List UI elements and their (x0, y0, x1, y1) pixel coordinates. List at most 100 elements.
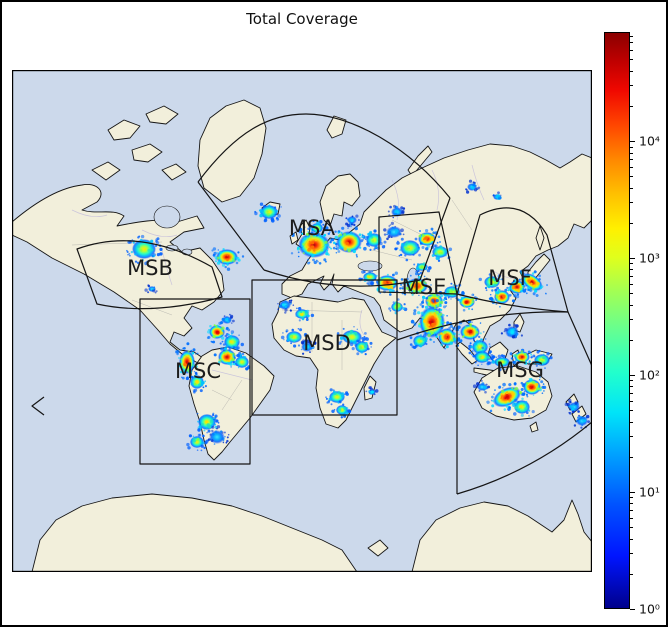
heat-blob (471, 346, 494, 367)
region-label-msg: MSG (496, 358, 544, 382)
colorbar: 10⁰ 10¹ 10² 10³ 10⁴ (604, 32, 664, 617)
colorbar-tick (630, 167, 633, 169)
colorbar-gradient (604, 32, 630, 609)
heat-blob (295, 307, 315, 322)
land-antarctica (31, 493, 592, 572)
land-scandinavia (319, 173, 361, 227)
heat-blob (409, 332, 432, 349)
colorbar-tick-label: 10⁰ (639, 601, 660, 617)
heat-blob (144, 284, 158, 294)
colorbar-tick (630, 59, 633, 61)
region-boundary-msd (251, 279, 398, 416)
colorbar-tick (630, 202, 633, 204)
colorbar-tick (630, 456, 633, 458)
colorbar-tick (630, 42, 633, 44)
heat-blob (221, 313, 235, 324)
colorbar-tick (630, 573, 633, 575)
heat-blob (573, 414, 590, 429)
heat-blob (206, 320, 231, 344)
colorbar-tick (630, 276, 633, 278)
colorbar-tick-label: 10³ (639, 250, 660, 266)
colorbar-tick (630, 222, 633, 224)
colorbar-tick-label: 10¹ (639, 484, 660, 500)
colorbar-tick (630, 436, 633, 438)
heat-blob (564, 398, 580, 415)
land-greenland (197, 99, 267, 203)
figure-title: Total Coverage (246, 10, 358, 28)
heat-blob (488, 286, 515, 308)
heat-blob (211, 247, 245, 271)
hudson-bay (153, 205, 181, 229)
colorbar-tick-label: 10² (639, 367, 660, 383)
colorbar-tick (630, 538, 633, 540)
heat-blob (307, 219, 326, 237)
heat-blob (465, 179, 481, 194)
heat-blob (280, 328, 308, 348)
region-boundary-msa (197, 113, 451, 287)
region-label-msf: MSF (488, 266, 532, 290)
colorbar-tick (630, 503, 633, 505)
heat-blob (521, 376, 547, 398)
heat-blob (500, 323, 523, 339)
colorbar-tick (630, 85, 633, 87)
colorbar-tick (630, 187, 633, 189)
colorbar-tick (630, 269, 633, 271)
heat-blob (185, 370, 207, 394)
region-label-msd: MSD (303, 331, 351, 355)
heat-blob (530, 349, 553, 369)
colorbar-tick (630, 319, 633, 321)
colorbar-tick (630, 517, 633, 519)
heat-blob (486, 381, 529, 413)
colorbar-tick (630, 304, 633, 306)
region-boundary-wrap (31, 396, 45, 416)
world-map: MSA MSB MSC MSD MSE MSF MSG (12, 70, 592, 572)
colorbar-tick (630, 258, 635, 260)
colorbar-tick (630, 263, 633, 265)
region-labels: MSA MSB MSC MSD MSE MSF MSG (127, 216, 544, 383)
heat-layer (126, 179, 590, 452)
heat-blob (410, 297, 453, 343)
heat-blob (492, 191, 502, 200)
colorbar-tick (630, 159, 633, 161)
heat-blob (345, 214, 360, 228)
land-africa (271, 295, 397, 429)
heat-blob (175, 342, 199, 380)
heat-blob (416, 227, 441, 251)
heat-blob (430, 243, 453, 262)
region-boundary-mse (378, 211, 458, 295)
heat-blob (360, 229, 387, 251)
land-svalbard (326, 115, 347, 139)
colorbar-tick (630, 497, 633, 499)
colorbar-tick (630, 410, 633, 412)
heat-blob (490, 354, 515, 372)
heat-blob (478, 273, 504, 292)
heat-blob (519, 270, 549, 297)
heat-blob (432, 323, 461, 350)
heat-blob (508, 398, 535, 417)
colorbar-tick (630, 50, 633, 52)
colorbar-tick (630, 293, 633, 295)
region-label-msb: MSB (127, 256, 173, 280)
heat-blob (290, 226, 340, 265)
colorbar-tick (630, 152, 633, 154)
colorbar-tick (630, 284, 633, 286)
colorbar-tick (630, 393, 633, 395)
heat-blob (186, 433, 209, 452)
heat-blob (383, 221, 405, 241)
colorbar-tick-label: 10⁴ (639, 133, 660, 149)
map-frame (12, 70, 592, 572)
colorbar-tick (630, 141, 635, 143)
region-boundary-msc (139, 298, 251, 465)
colorbar-tick (630, 609, 635, 610)
colorbar-tick (630, 401, 633, 403)
heat-blob (277, 299, 295, 314)
colorbar-tick (630, 146, 633, 148)
colorbar-tick (630, 339, 633, 341)
colorbar-tick (630, 105, 633, 107)
region-boundary-msf (456, 207, 569, 313)
region-boundaries (31, 113, 592, 495)
heat-blob (325, 388, 349, 406)
region-label-msa: MSA (289, 216, 336, 240)
colorbar-tick (630, 492, 635, 494)
